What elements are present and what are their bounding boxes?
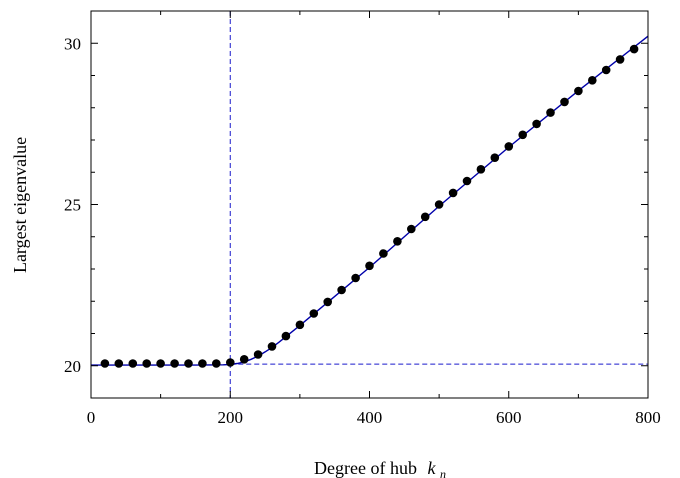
- data-point: [170, 359, 179, 368]
- fit-curve-layer: [91, 35, 648, 366]
- data-point: [239, 355, 249, 364]
- data-point: [462, 176, 472, 186]
- data-point: [532, 119, 541, 129]
- plot-frame: [90, 10, 649, 399]
- y-tick-label: 30: [64, 34, 81, 53]
- reference-lines: [229, 11, 648, 398]
- data-point: [601, 65, 611, 75]
- data-point: [226, 358, 235, 367]
- data-point: [476, 165, 486, 174]
- data-point: [365, 261, 374, 271]
- x-axis-label: Degree of hub k n: [314, 458, 446, 478]
- data-point: [295, 320, 305, 330]
- y-tick-label: 20: [64, 357, 81, 376]
- x-tick-label: 0: [87, 408, 96, 427]
- data-point: [100, 359, 110, 368]
- x-tick-label: 200: [218, 408, 244, 427]
- data-point: [546, 108, 555, 117]
- fit-curve: [91, 35, 648, 366]
- data-point: [518, 130, 527, 140]
- data-point: [128, 359, 138, 368]
- axis-ticks: 0 200 400 600 800 20 25 30: [64, 10, 661, 427]
- data-point: [588, 76, 597, 85]
- data-point: [420, 212, 430, 222]
- data-point: [379, 249, 388, 258]
- data-point: [212, 359, 221, 368]
- data-point: [393, 237, 402, 246]
- data-point: [156, 359, 165, 368]
- data-point: [407, 224, 416, 234]
- data-point: [574, 86, 583, 96]
- data-point: [504, 142, 514, 151]
- data-point: [253, 350, 263, 359]
- data-point: [142, 359, 151, 368]
- data-point: [615, 55, 625, 64]
- data-point: [281, 331, 291, 341]
- data-point: [198, 359, 207, 368]
- x-tick-label: 600: [496, 408, 522, 427]
- data-point: [351, 273, 360, 283]
- data-point: [490, 153, 500, 162]
- data-point: [629, 44, 639, 54]
- data-point: [114, 359, 124, 368]
- x-tick-label: 800: [635, 408, 661, 427]
- data-point: [323, 297, 333, 307]
- data-points-layer: [100, 44, 639, 368]
- data-point: [184, 359, 193, 368]
- y-tick-label: 25: [64, 196, 81, 215]
- data-point: [560, 97, 569, 107]
- x-tick-label: 400: [357, 408, 383, 427]
- data-point: [309, 309, 319, 318]
- y-axis-label: Largest eigenvalue: [10, 137, 30, 273]
- data-point: [434, 200, 444, 209]
- data-point: [448, 188, 458, 198]
- data-point: [267, 342, 277, 351]
- data-point: [337, 285, 346, 295]
